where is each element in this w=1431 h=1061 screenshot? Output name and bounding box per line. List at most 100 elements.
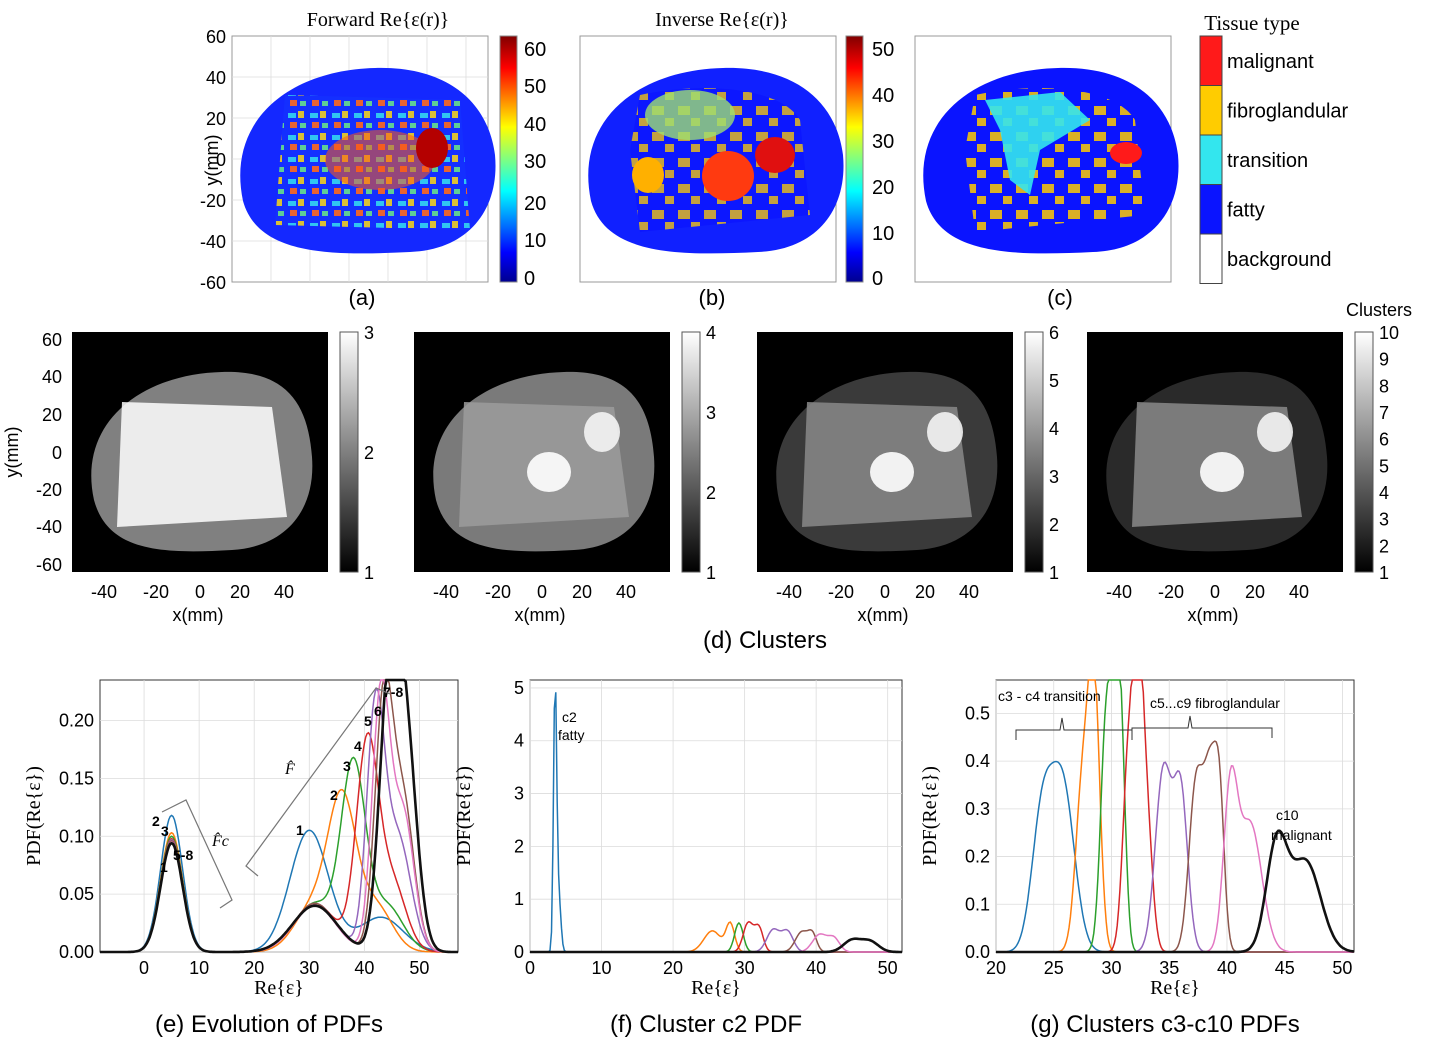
- high-cluster-blob: [870, 452, 914, 492]
- tissue-type-map: [965, 88, 1145, 232]
- colorbar-tick: 20: [524, 193, 546, 215]
- high-cluster-blob: [527, 452, 571, 492]
- ytick: 0.3: [965, 799, 990, 819]
- curve-label: 1: [296, 822, 304, 838]
- xtick: -40: [91, 582, 117, 602]
- cluster-map: -40 -20 0 20 40 x(mm) 6 5 4 3 2 1: [757, 323, 1059, 625]
- cluster-colorbar: [1354, 331, 1374, 573]
- pdf-chart: 0 10 20 30 40 50 0.00 0.05 0.10 0.15 0.20 Re{ε} PDF(…: [23, 678, 459, 1038]
- colorbar-tick: 50: [872, 39, 894, 61]
- complement-set-label: F̂c: [211, 831, 229, 850]
- panel-b: Inverse Re{ε(r)} 50 40 30 20 10 0 (b): [579, 9, 894, 310]
- ytick: 0: [216, 150, 226, 170]
- colorbar-tick: 50: [524, 76, 546, 98]
- colorbar-tick: 4: [1379, 483, 1389, 503]
- colorbar-tick: 4: [706, 323, 716, 343]
- tissue-label: fatty: [558, 727, 584, 743]
- bracket: [245, 687, 391, 877]
- ytick: 3: [514, 784, 524, 804]
- legend-label: fibroglandular: [1227, 100, 1349, 122]
- curve-label: 3: [161, 823, 169, 839]
- ytick: 20: [206, 109, 226, 129]
- ytick: 0.05: [59, 884, 94, 904]
- high-cluster-blob: [584, 412, 620, 452]
- xtick: 30: [735, 958, 755, 978]
- panel-d-caption: (d) Clusters: [703, 627, 827, 654]
- xtick: 20: [1245, 582, 1265, 602]
- xtick: 0: [537, 582, 547, 602]
- legend-swatch: [1199, 184, 1223, 235]
- colorbar-tick: 6: [1049, 323, 1059, 343]
- colorbar-tick: 4: [1049, 419, 1059, 439]
- xtick: -20: [143, 582, 169, 602]
- xtick: 40: [1217, 958, 1237, 978]
- xtick: 10: [592, 958, 612, 978]
- curve-label: 5: [364, 713, 372, 729]
- legend-title: Tissue type: [1204, 11, 1300, 35]
- xtick: 20: [230, 582, 250, 602]
- cluster-label: c2: [562, 709, 577, 725]
- colorbar-tick: 3: [364, 323, 374, 343]
- pdf-chart: 0 10 20 30 40 50 0 1 2 3 4 5 Re{ε} PDF(Re{ε}) (f) Clus…: [453, 678, 903, 1038]
- ytick: 20: [42, 405, 62, 425]
- chart-ylabel: PDF(Re{ε}): [453, 766, 475, 866]
- xtick: 0: [139, 958, 149, 978]
- xtick: 20: [986, 958, 1006, 978]
- colorbar-tick: 5: [1049, 371, 1059, 391]
- xtick: -40: [433, 582, 459, 602]
- xtick: 50: [409, 958, 429, 978]
- xtick: 20: [572, 582, 592, 602]
- chart-caption: (e) Evolution of PDFs: [155, 1011, 383, 1038]
- ytick: 0.10: [59, 826, 94, 846]
- chart-caption: (g) Clusters c3-c10 PDFs: [1030, 1011, 1299, 1038]
- xlabel: x(mm): [515, 605, 566, 625]
- chart-xlabel: Re{ε}: [1150, 977, 1200, 999]
- pdf-chart: 20 25 30 35 40 45 50 0.0 0.1 0.2 0.3 0.4 0.5 Re{ε} PDF…: [919, 679, 1355, 1038]
- panel-b-colorbar-ticks: 50 40 30 20 10 0: [872, 39, 894, 290]
- xtick: 45: [1275, 958, 1295, 978]
- ytick: -40: [200, 232, 226, 252]
- panel-a-title: Forward Re{ε(r)}: [307, 9, 450, 31]
- legend-label: background: [1227, 249, 1332, 271]
- colorbar-tick: 3: [1379, 510, 1389, 530]
- cluster-colorbar: [339, 331, 359, 573]
- xtick: 40: [616, 582, 636, 602]
- colorbar-tick: 3: [706, 403, 716, 423]
- xtick: 10: [189, 958, 209, 978]
- panel-b-title: Inverse Re{ε(r)}: [655, 9, 789, 31]
- ytick: 4: [514, 731, 524, 751]
- colorbar-tick: 5: [1379, 456, 1389, 476]
- panel-a-yticks: 60 40 20 0 -20 -40 -60: [200, 27, 226, 293]
- xtick: -20: [1158, 582, 1184, 602]
- panel-c: Tissue type malignant fibroglandular trans…: [914, 11, 1349, 310]
- colorbar-tick: 40: [872, 85, 894, 107]
- colorbar-tick: 2: [1379, 536, 1389, 556]
- chart-caption: (f) Cluster c2 PDF: [610, 1011, 802, 1038]
- cluster-colorbar: [681, 331, 701, 573]
- panel-a-caption: (a): [349, 285, 376, 310]
- tissue-legend: malignant fibroglandular transition fatty ba…: [1199, 35, 1349, 284]
- colorbar-tick: 30: [524, 151, 546, 173]
- chart-g-annotations: c3 - c4 transition c5...c9 fibroglandular…: [998, 688, 1332, 843]
- xtick: 25: [1044, 958, 1064, 978]
- xlabel: x(mm): [858, 605, 909, 625]
- colorbar-tick: 1: [364, 563, 374, 583]
- curve-label: 7-8: [383, 684, 403, 700]
- xtick: 30: [299, 958, 319, 978]
- xtick: -40: [1106, 582, 1132, 602]
- panel-a: Forward Re{ε(r)} y(mm) 60 40 20 0 -20 -4…: [200, 9, 546, 310]
- ytick: 0: [514, 942, 524, 962]
- panel-a-colorbar-ticks: 60 50 40 30 20 10 0: [524, 39, 546, 290]
- panel-d-ylabel: y(mm): [2, 427, 22, 478]
- curve-label: 2: [152, 813, 160, 829]
- ytick: 0.1: [965, 894, 990, 914]
- chart-xlabel: Re{ε}: [254, 977, 304, 999]
- ytick: -60: [36, 555, 62, 575]
- xtick: 40: [806, 958, 826, 978]
- colorbar-tick: 0: [524, 268, 535, 290]
- panel-d-yticks: 60 40 20 0 -20 -40 -60: [36, 330, 62, 575]
- colorbar-tick: 0: [872, 268, 883, 290]
- bracket: [1131, 715, 1273, 738]
- colorbar-tick: 1: [1049, 563, 1059, 583]
- xtick: -20: [828, 582, 854, 602]
